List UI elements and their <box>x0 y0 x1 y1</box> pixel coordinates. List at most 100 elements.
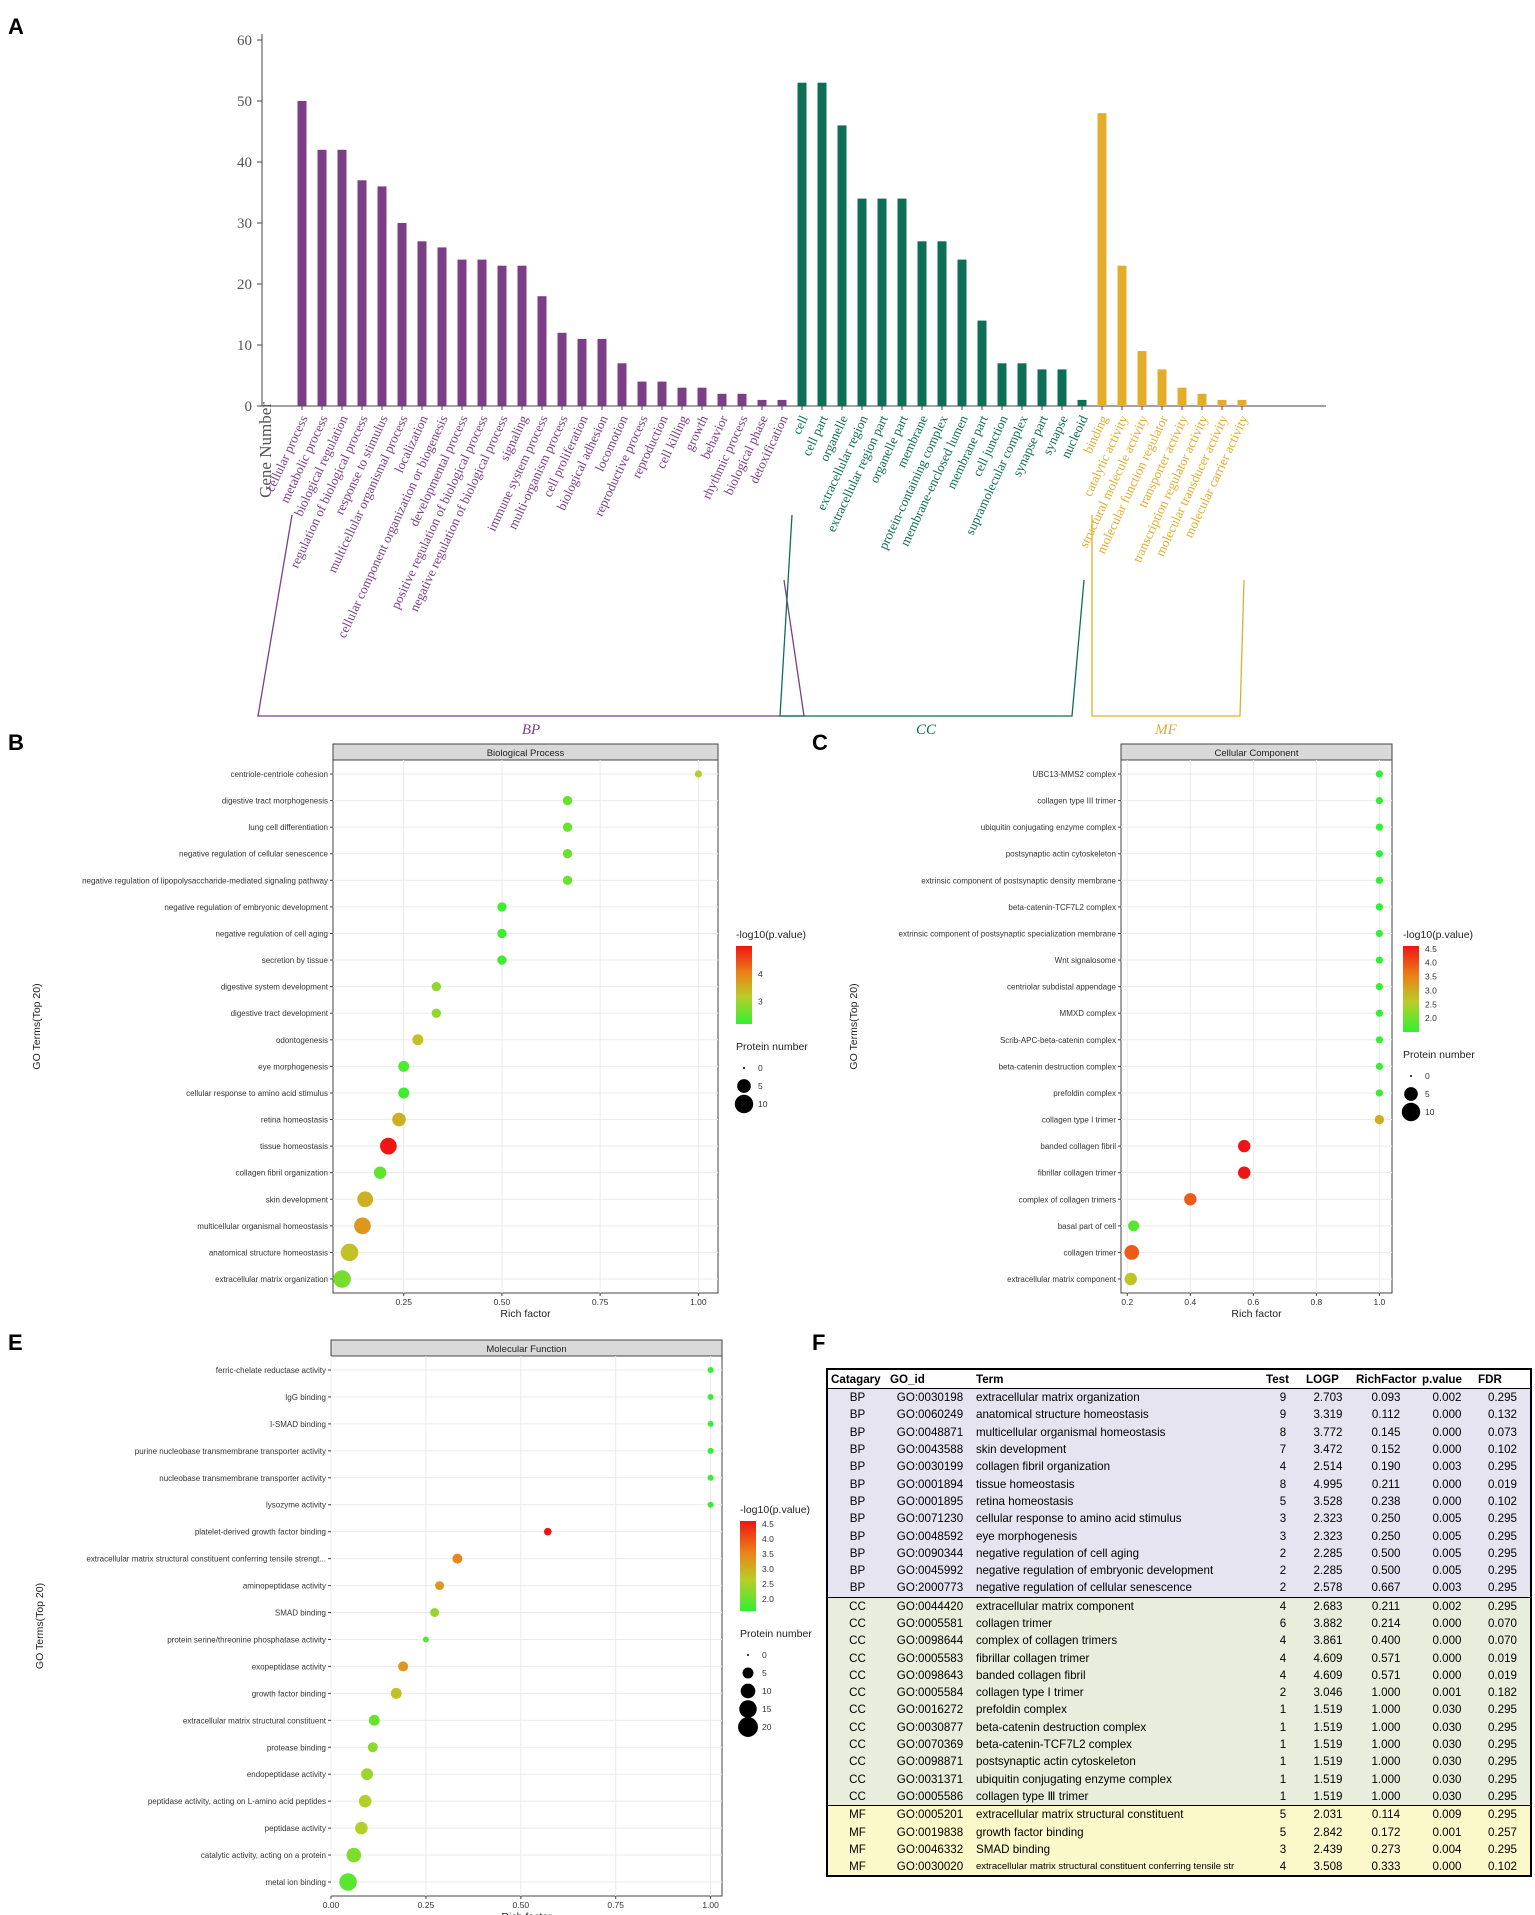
table-cell: MF <box>827 1840 887 1859</box>
table-cell: 5 <box>1263 1823 1303 1841</box>
bar-CC <box>917 241 927 406</box>
y-tick-label: tissue homeostasis <box>260 1142 328 1151</box>
table-row: CC GO:0098644 complex of collagen trimers 4… <box>827 1632 1531 1650</box>
table-cell: 4 <box>1263 1458 1303 1476</box>
bar-CC <box>977 320 987 406</box>
table-cell: BP <box>827 1561 887 1580</box>
table-cell: 0.145 <box>1353 1423 1419 1441</box>
color-bar <box>736 946 752 1024</box>
y-tick-label: digestive system development <box>221 983 329 992</box>
table-row: MF GO:0030020 extracellular matrix structu… <box>827 1858 1531 1877</box>
y-tick-label: extracellular matrix organization <box>215 1275 328 1284</box>
data-point <box>1238 1139 1251 1153</box>
y-tick-label: growth factor binding <box>252 1689 326 1698</box>
y-tick-label: collagen trimer <box>1064 1248 1117 1257</box>
table-cell: GO:0046332 <box>887 1840 973 1859</box>
table-cell: GO:0030198 <box>887 1388 973 1407</box>
y-tick-label: aminopeptidase activity <box>243 1582 326 1591</box>
table-cell: 2.323 <box>1303 1527 1353 1545</box>
x-tick-label: 0.6 <box>1247 1297 1259 1307</box>
table-cell: 7 <box>1263 1440 1303 1459</box>
data-point <box>358 1794 372 1808</box>
table-cell: GO:0030877 <box>887 1718 973 1736</box>
table-cell: 1.519 <box>1303 1718 1353 1736</box>
bar-CC <box>857 198 867 406</box>
y-tick-label: 50 <box>237 94 252 110</box>
y-tick-label: cellular response to amino acid stimulus <box>186 1089 328 1098</box>
table-cell: 0.000 <box>1419 1649 1475 1667</box>
table-cell: 3.319 <box>1303 1406 1353 1424</box>
y-tick-label: centriole-centriole cohesion <box>231 770 328 779</box>
x-tick-label: 0.50 <box>494 1297 511 1307</box>
y-tick-label: I-SMAD binding <box>270 1420 326 1429</box>
bar-MF <box>1117 265 1127 406</box>
x-tick-label: 0.50 <box>513 1900 530 1910</box>
bar-BP <box>357 180 367 406</box>
column-header: FDR <box>1475 1369 1531 1389</box>
data-point <box>422 1636 429 1643</box>
bar-BP <box>437 247 447 406</box>
table-cell: CC <box>827 1632 887 1650</box>
table-cell: 0.019 <box>1475 1475 1531 1493</box>
table-cell: 0.030 <box>1419 1735 1475 1754</box>
table-cell: BP <box>827 1544 887 1562</box>
table-cell: BP <box>827 1492 887 1511</box>
bar-CC <box>997 363 1007 406</box>
data-point <box>1375 956 1383 964</box>
y-tick-label: SMAD binding <box>275 1609 326 1618</box>
table-cell: CC <box>827 1770 887 1788</box>
table-cell: 0.019 <box>1475 1666 1531 1685</box>
table-cell: 0.211 <box>1353 1596 1419 1615</box>
data-point <box>1375 850 1383 858</box>
y-tick-label: Wnt signalosome <box>1055 956 1117 965</box>
bar-CC <box>817 82 827 406</box>
table-cell: 1.000 <box>1353 1718 1419 1736</box>
table-cell: 0.030 <box>1419 1787 1475 1806</box>
size-legend-label: 10 <box>1425 1107 1435 1117</box>
y-tick-label: postsynaptic actin cytoskeleton <box>1006 850 1116 859</box>
table-row: MF GO:0005201 extracellular matrix structu… <box>827 1805 1531 1824</box>
bar-BP <box>597 338 607 406</box>
table-cell: 0.132 <box>1475 1406 1531 1424</box>
table-cell: BP <box>827 1406 887 1424</box>
table-cell: 0.073 <box>1475 1423 1531 1441</box>
table-cell: GO:0090344 <box>887 1544 973 1562</box>
table-cell: 0.005 <box>1419 1544 1475 1562</box>
table-cell: 4 <box>1263 1858 1303 1877</box>
color-bar <box>740 1521 756 1611</box>
table-cell: collagen type I trimer <box>973 1684 1263 1702</box>
size-legend-label: 10 <box>762 1686 772 1696</box>
table-cell: 0.295 <box>1475 1701 1531 1719</box>
table-row: BP GO:2000773 negative regulation of cellu… <box>827 1579 1531 1598</box>
table-cell: 0.000 <box>1419 1666 1475 1685</box>
table-cell: GO:0030199 <box>887 1458 973 1476</box>
table-row: CC GO:0098871 postsynaptic actin cytoskele… <box>827 1753 1531 1771</box>
y-tick-label: nucleobase transmembrane transporter act… <box>159 1474 326 1483</box>
column-header: Test <box>1263 1369 1303 1389</box>
bar-BP <box>697 387 707 406</box>
size-legend-label: 0 <box>762 1650 767 1660</box>
table-cell: 0.214 <box>1353 1614 1419 1633</box>
table-cell: 1 <box>1263 1701 1303 1719</box>
x-axis-title: Rich factor <box>1231 1308 1282 1320</box>
table-row: BP GO:0001895 retina homeostasis 5 3.528 0.23… <box>827 1492 1531 1511</box>
x-tick-label: 0.8 <box>1310 1297 1322 1307</box>
data-point <box>368 1714 380 1726</box>
table-cell: beta-catenin-TCF7L2 complex <box>973 1735 1263 1754</box>
data-point <box>1375 796 1383 805</box>
size-legend-dot <box>737 1079 751 1093</box>
color-tick-label: 3 <box>758 997 763 1007</box>
y-tick-label: 20 <box>237 277 252 293</box>
data-point <box>694 770 702 778</box>
bar-BP <box>737 393 747 406</box>
table-cell: 0.238 <box>1353 1492 1419 1511</box>
table-cell: BP <box>827 1510 887 1528</box>
table-cell: 0.295 <box>1475 1735 1531 1754</box>
go-table-panel-f: Catagary GO_id Term Test LOGP RichFactor p.val… <box>826 1368 1532 1878</box>
table-cell: 2.842 <box>1303 1823 1353 1841</box>
table-cell: GO:0044420 <box>887 1596 973 1615</box>
bar-BP <box>377 186 387 406</box>
table-cell: 0.211 <box>1353 1475 1419 1493</box>
table-cell: 0.001 <box>1419 1684 1475 1702</box>
